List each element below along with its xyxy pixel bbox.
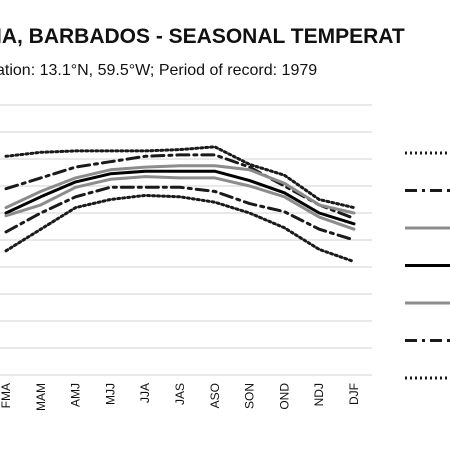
x-tick-label: MJJ <box>103 383 117 405</box>
series-lines <box>4 145 356 264</box>
series-line-4 <box>4 169 356 226</box>
x-tick-label: AMJ <box>69 383 83 407</box>
series-line-1 <box>4 145 356 210</box>
x-tick-label: NDJ <box>312 383 326 406</box>
legend <box>405 151 450 380</box>
x-tick-label: DJF <box>347 383 361 405</box>
gridlines <box>0 104 372 376</box>
chart-title: IA, BARBADOS - SEASONAL TEMPERAT <box>0 25 405 48</box>
x-axis-labels: FMA MAM AMJ MJJ JJA JAS ASO SON OND NDJ DJF <box>0 383 361 411</box>
chart-subtitle: ation: 13.1°N, 59.5°W; Period of record:… <box>0 62 318 79</box>
x-tick-label: ASO <box>208 383 222 408</box>
x-tick-label: OND <box>277 383 291 410</box>
series-line-6 <box>4 185 356 242</box>
x-tick-label: JAS <box>173 383 187 405</box>
x-tick-label: JJA <box>138 383 152 403</box>
series-line-2 <box>4 153 356 220</box>
x-tick-label: FMA <box>0 383 13 408</box>
series-line-5 <box>4 175 356 231</box>
series-line-3 <box>4 164 356 215</box>
series-line-7 <box>4 193 356 264</box>
x-tick-label: MAM <box>34 383 48 411</box>
x-tick-label: SON <box>243 383 257 409</box>
